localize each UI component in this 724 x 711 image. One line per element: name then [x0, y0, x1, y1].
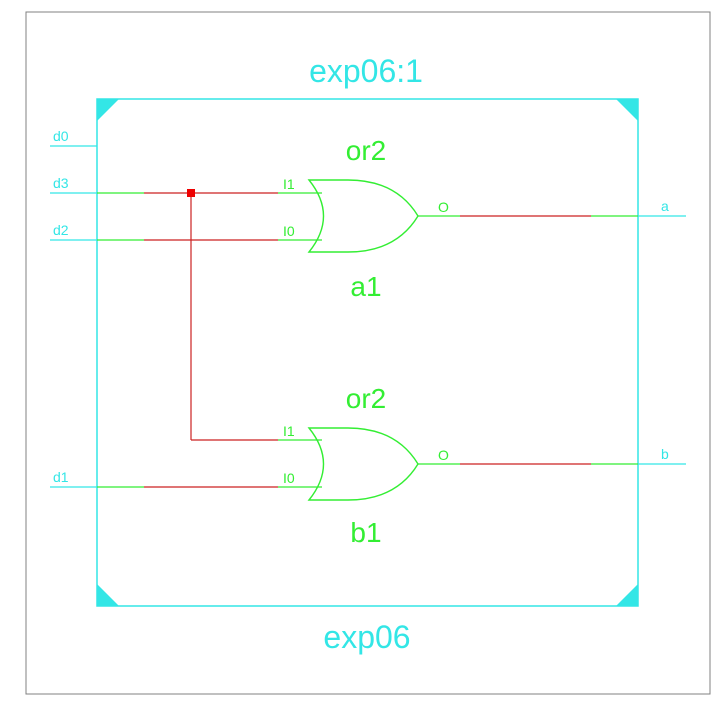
- gate-b1[interactable]: or2 b1 I1 I0 O: [278, 383, 460, 548]
- gate-b1-pin-i0-label: I0: [283, 470, 295, 486]
- gate-a1-body: [307, 179, 419, 253]
- gate-b1-instance-label: b1: [350, 517, 381, 548]
- module-corner-top-left: [97, 99, 119, 121]
- gate-a1[interactable]: or2 a1 I1 I0 O: [278, 135, 460, 302]
- module-name-label: exp06: [323, 619, 410, 655]
- port-d0-label: d0: [53, 128, 69, 144]
- port-d3-label: d3: [53, 175, 69, 191]
- net-junction[interactable]: [187, 189, 195, 197]
- module-corner-top-right: [616, 99, 638, 121]
- module-box[interactable]: [96, 98, 639, 607]
- gate-b1-pin-o-label: O: [438, 447, 449, 463]
- sheet-frame: [25, 11, 711, 695]
- module-corner-bottom-left: [97, 584, 119, 606]
- gate-a1-pin-i1-label: I1: [283, 176, 295, 192]
- gate-a1-pin-o-label: O: [438, 199, 449, 215]
- gate-a1-instance-label: a1: [350, 271, 381, 302]
- gate-b1-body: [307, 427, 419, 501]
- port-d1-label: d1: [53, 469, 69, 485]
- port-b-label: b: [661, 446, 669, 462]
- module-instance-label: exp06:1: [309, 53, 423, 89]
- gate-b1-type-label: or2: [346, 383, 386, 414]
- gate-b1-pin-i1-label: I1: [283, 423, 295, 439]
- gate-a1-type-label: or2: [346, 135, 386, 166]
- gate-a1-pin-i0-label: I0: [283, 223, 295, 239]
- module-corner-bottom-right: [616, 584, 638, 606]
- port-d2-label: d2: [53, 222, 69, 238]
- port-a-label: a: [661, 198, 669, 214]
